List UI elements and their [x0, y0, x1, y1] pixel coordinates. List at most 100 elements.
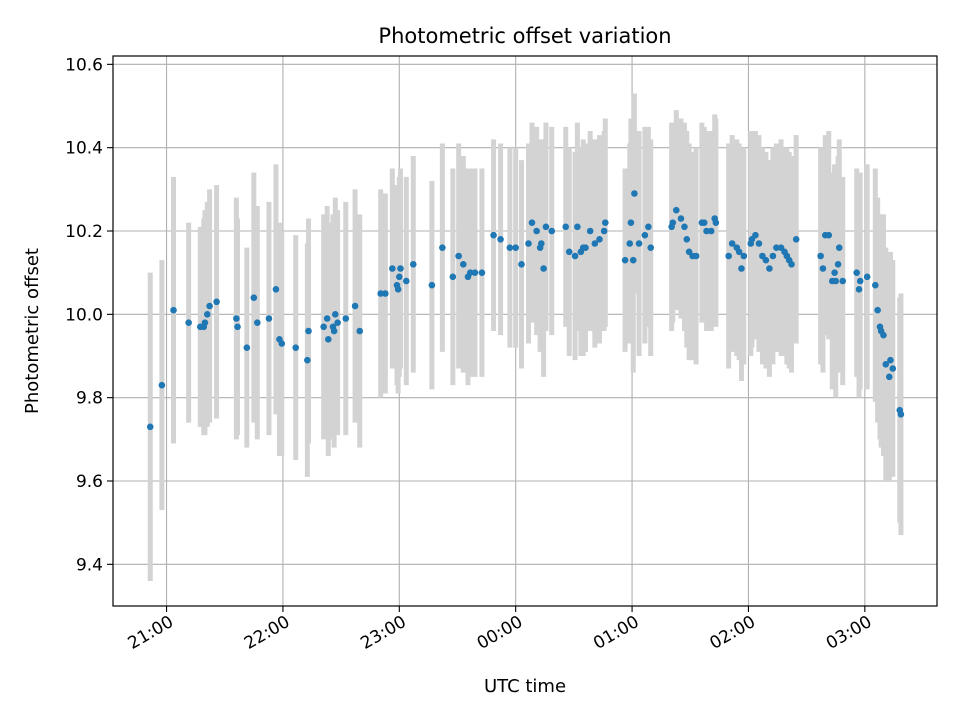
data-point [835, 244, 843, 251]
y-tick-label: 10.6 [65, 55, 103, 75]
data-point [537, 240, 545, 247]
data-point [631, 190, 638, 197]
data-point [243, 344, 251, 351]
data-point [334, 319, 341, 326]
data-point [234, 323, 241, 331]
data-point [740, 252, 748, 260]
data-point [762, 256, 770, 264]
data-point [565, 248, 573, 256]
data-point [645, 223, 652, 231]
data-point [725, 252, 732, 260]
data-point [629, 256, 637, 264]
data-point [272, 286, 280, 293]
data-point [540, 265, 547, 272]
data-point [700, 219, 708, 226]
data-point [728, 240, 736, 247]
data-point [672, 206, 680, 214]
data-point [856, 277, 864, 285]
data-point [600, 227, 608, 235]
data-point [158, 381, 166, 389]
data-point [460, 261, 467, 268]
data-point [887, 356, 894, 364]
data-point [518, 261, 525, 268]
data-point [402, 277, 410, 285]
data-point [897, 411, 905, 418]
data-point [382, 290, 389, 297]
data-point [773, 244, 780, 251]
data-point [449, 273, 457, 281]
data-point [213, 298, 220, 306]
data-point [548, 227, 556, 235]
data-point [766, 265, 773, 272]
data-point [562, 223, 570, 231]
data-point [874, 306, 881, 314]
data-point [596, 236, 603, 243]
data-point [203, 311, 211, 318]
data-point [735, 248, 743, 256]
y-tick-label: 9.8 [76, 389, 103, 409]
data-point [325, 336, 332, 343]
data-point [478, 269, 486, 276]
data-point [330, 327, 338, 335]
data-point [683, 236, 691, 243]
data-point [571, 252, 579, 260]
data-point [265, 315, 273, 322]
data-point [819, 265, 827, 272]
data-point [428, 281, 436, 289]
data-point [528, 219, 536, 226]
data-point [278, 340, 286, 347]
data-point [792, 236, 800, 243]
data-point [872, 281, 879, 289]
data-point [831, 269, 838, 276]
data-point [146, 423, 154, 431]
data-point [769, 252, 777, 260]
data-point [574, 223, 581, 231]
y-tick-label: 10.0 [65, 305, 103, 325]
data-point [880, 331, 887, 339]
plot-frame [112, 55, 938, 607]
data-point [839, 277, 847, 285]
data-point [692, 252, 700, 260]
data-point [582, 244, 589, 251]
y-tick-label: 10.4 [65, 139, 103, 159]
data-point [506, 244, 514, 251]
data-point [641, 231, 649, 239]
data-point [703, 227, 710, 235]
data-point [377, 290, 384, 297]
data-point [885, 373, 893, 381]
data-point [591, 240, 599, 247]
data-point [752, 231, 759, 239]
data-point [170, 306, 177, 314]
data-point [397, 265, 404, 272]
data-point [394, 286, 402, 293]
data-point [669, 219, 677, 226]
data-point [320, 323, 327, 331]
data-point [635, 240, 643, 247]
data-point [254, 319, 261, 326]
data-point [738, 265, 745, 272]
data-point [466, 269, 474, 276]
data-point [853, 269, 860, 276]
data-point [712, 219, 720, 226]
data-point [788, 261, 795, 268]
data-point [292, 344, 300, 351]
data-point [497, 236, 504, 243]
data-point [677, 215, 685, 222]
data-point [525, 240, 532, 247]
chart-title: Photometric offset variation [378, 24, 671, 48]
data-point [490, 231, 497, 239]
x-axis-title: UTC time [484, 676, 566, 697]
data-point [389, 265, 396, 272]
data-point [681, 223, 688, 231]
data-point [331, 311, 339, 318]
data-point [185, 319, 192, 326]
data-point [621, 256, 629, 264]
data-point [586, 227, 594, 235]
data-points [146, 190, 905, 431]
data-point [627, 219, 635, 226]
data-point [323, 315, 331, 322]
data-point [542, 223, 550, 231]
data-point [356, 327, 364, 335]
data-point [855, 286, 863, 293]
